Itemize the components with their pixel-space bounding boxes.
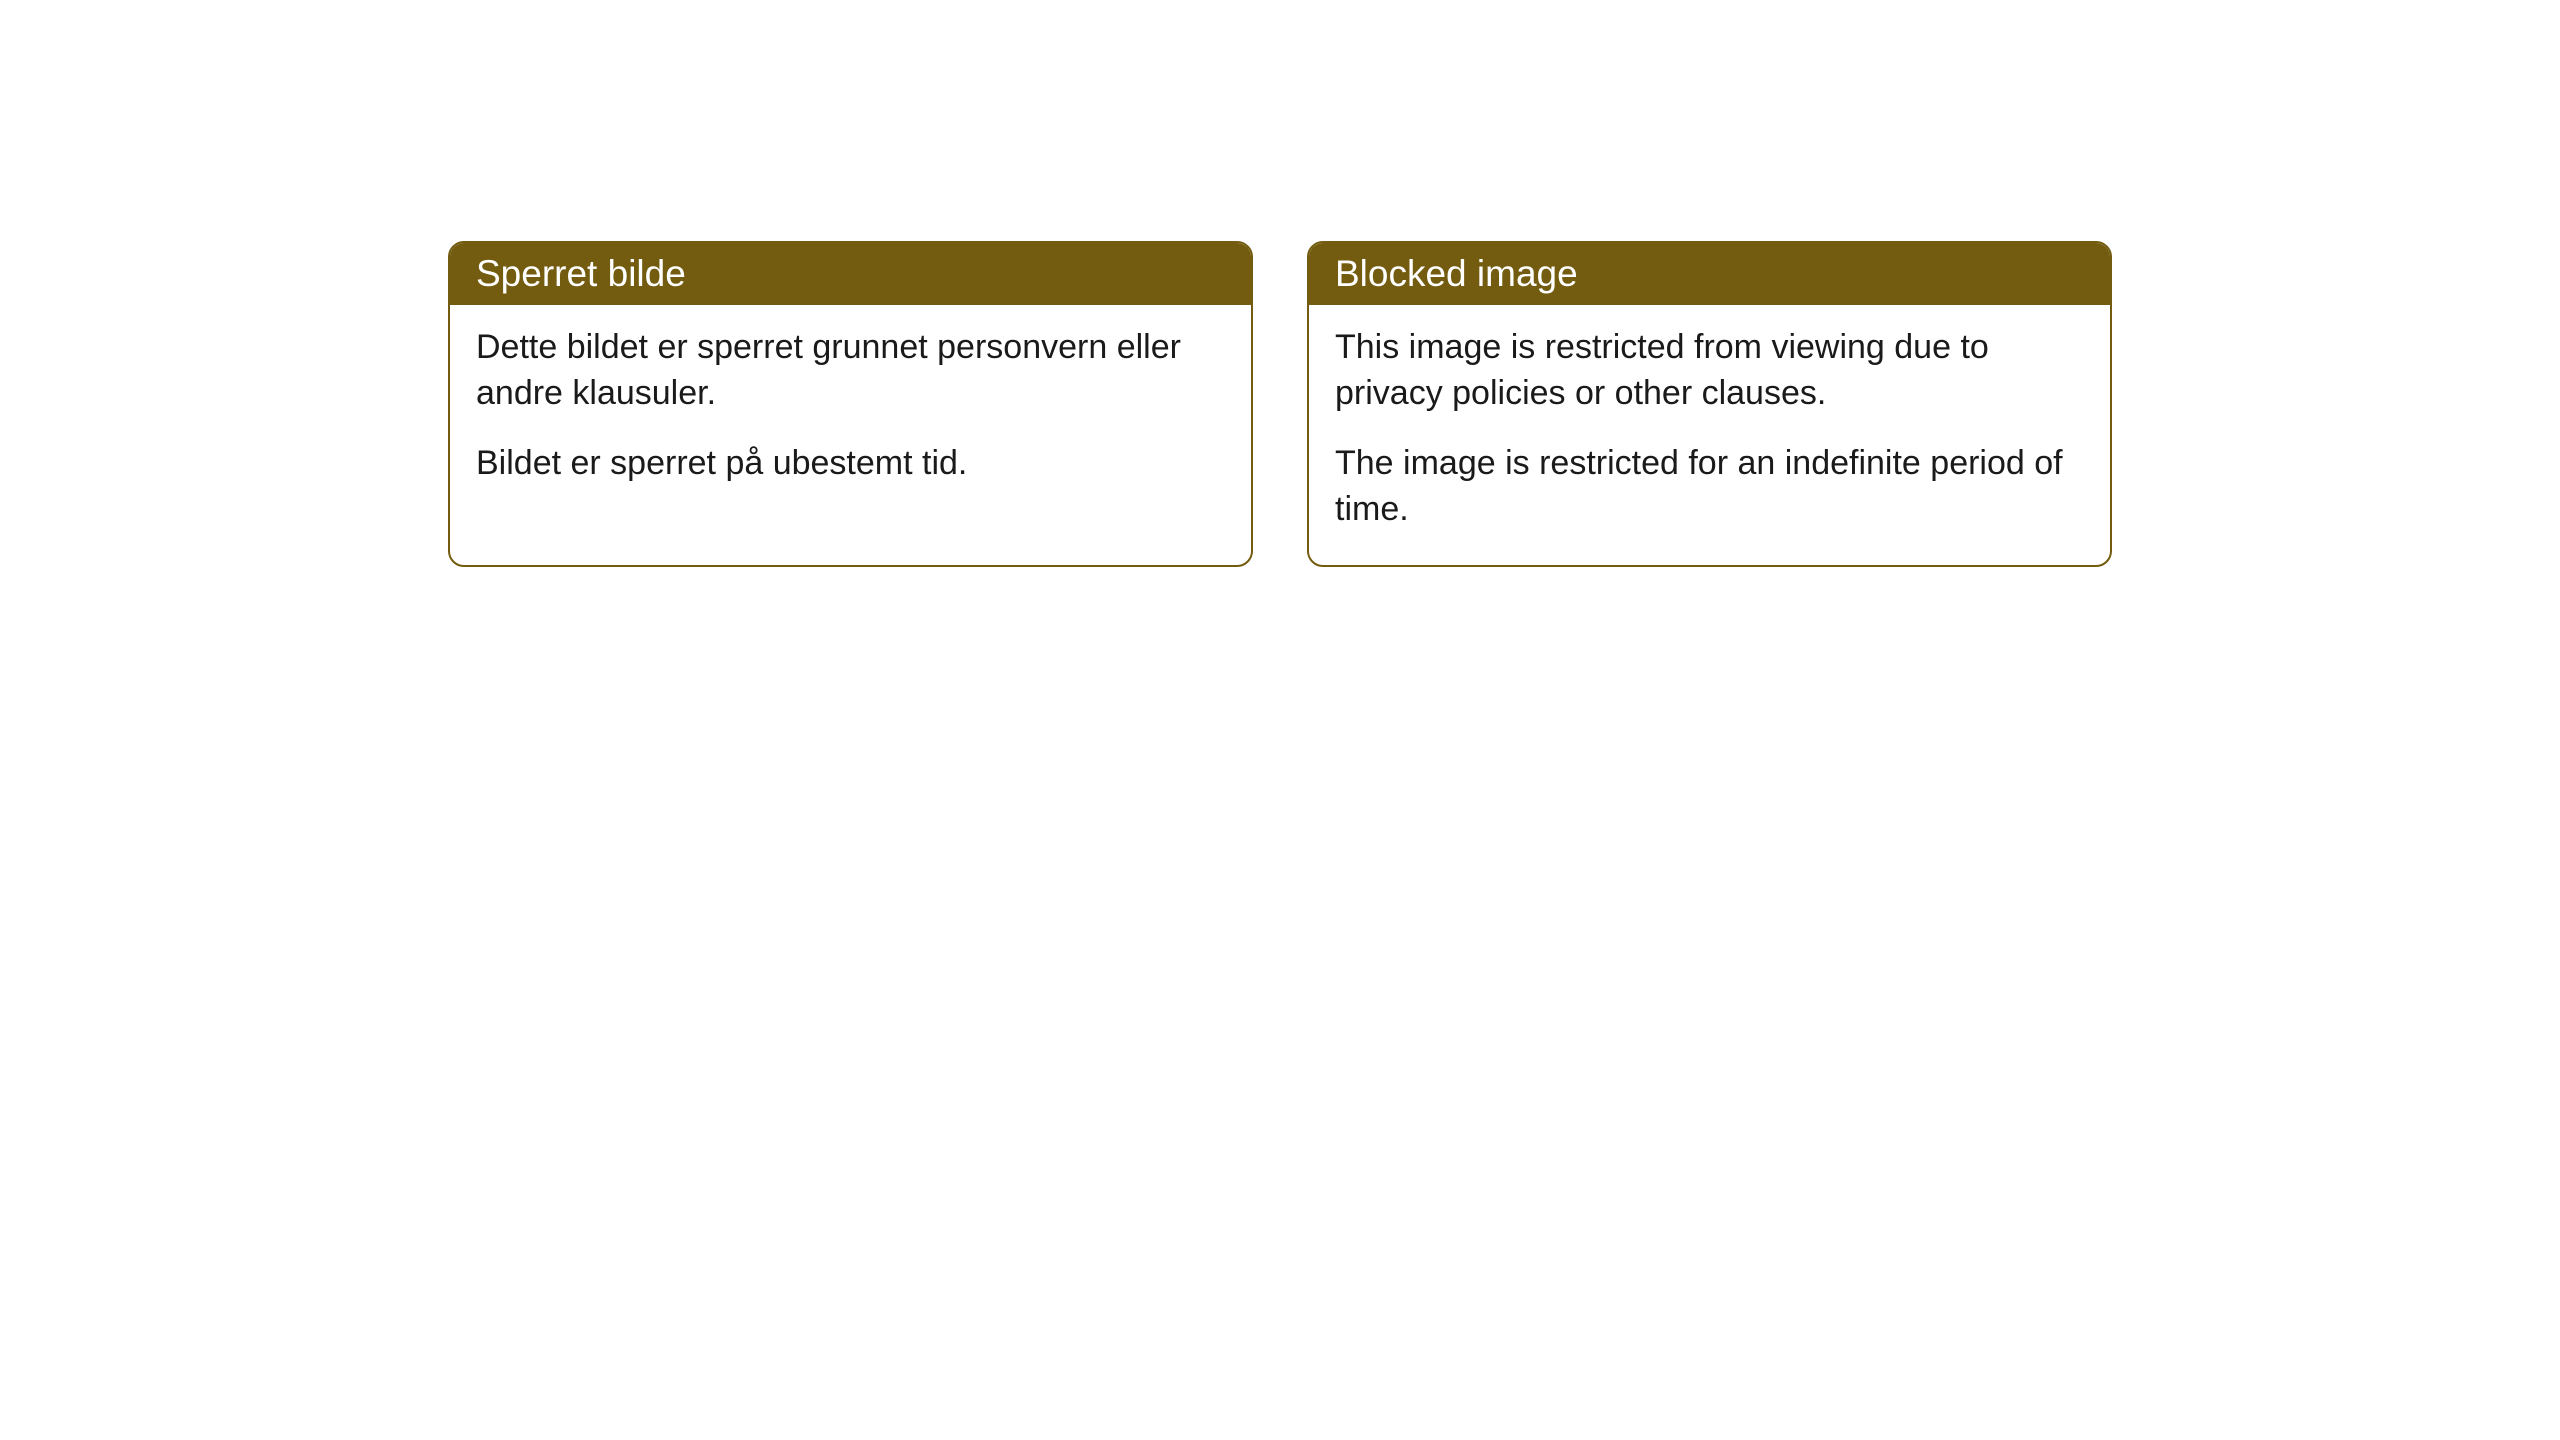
card-body: This image is restricted from viewing du…: [1309, 305, 2110, 565]
card-paragraph: This image is restricted from viewing du…: [1335, 325, 2084, 417]
card-paragraph: Bildet er sperret på ubestemt tid.: [476, 441, 1225, 487]
card-paragraph: Dette bildet er sperret grunnet personve…: [476, 325, 1225, 417]
notice-cards-container: Sperret bilde Dette bildet er sperret gr…: [448, 241, 2112, 567]
card-title: Blocked image: [1335, 253, 1578, 294]
card-paragraph: The image is restricted for an indefinit…: [1335, 441, 2084, 533]
blocked-image-card-english: Blocked image This image is restricted f…: [1307, 241, 2112, 567]
card-body: Dette bildet er sperret grunnet personve…: [450, 305, 1251, 519]
card-header: Blocked image: [1309, 243, 2110, 305]
card-title: Sperret bilde: [476, 253, 686, 294]
blocked-image-card-norwegian: Sperret bilde Dette bildet er sperret gr…: [448, 241, 1253, 567]
card-header: Sperret bilde: [450, 243, 1251, 305]
